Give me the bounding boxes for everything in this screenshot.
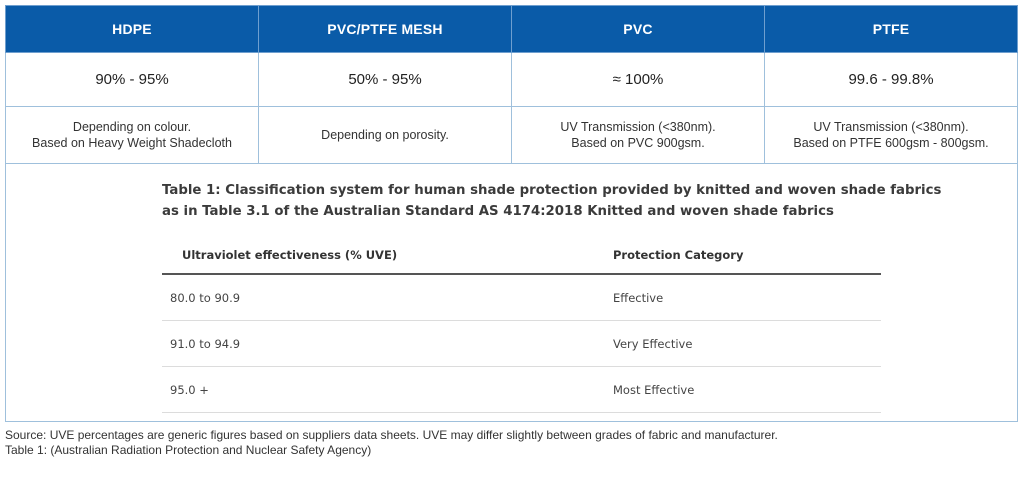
- percentage-hdpe: 90% - 95%: [5, 52, 259, 107]
- classification-header-row: Ultraviolet effectiveness (% UVE) Protec…: [162, 236, 881, 275]
- note-line: Depending on colour.: [72, 120, 192, 134]
- note-line: Depending on porosity.: [321, 128, 449, 142]
- protection-category: Very Effective: [613, 320, 881, 367]
- protection-category: Effective: [613, 274, 881, 321]
- footer-notes: Source: UVE percentages are generic figu…: [5, 428, 778, 458]
- note-pvc: UV Transmission (<380nm). Based on PVC 9…: [511, 106, 765, 164]
- percentage-ptfe: 99.6 - 99.8%: [764, 52, 1018, 107]
- header-row: HDPE PVC/PTFE MESH PVC PTFE: [5, 5, 1018, 53]
- uve-range: 80.0 to 90.9: [162, 274, 613, 321]
- percentage-pvc-ptfe-mesh: 50% - 95%: [258, 52, 512, 107]
- column-protection-category: Protection Category: [613, 236, 881, 275]
- percentage-pvc: ≈ 100%: [511, 52, 765, 107]
- percentage-row: 90% - 95% 50% - 95% ≈ 100% 99.6 - 99.8%: [5, 52, 1018, 107]
- uve-range: 91.0 to 94.9: [162, 320, 613, 367]
- fabric-uv-table: HDPE PVC/PTFE MESH PVC PTFE 90% - 95% 50…: [5, 5, 1018, 164]
- note-line: Based on PVC 900gsm.: [571, 136, 705, 150]
- note-line: Based on Heavy Weight Shadecloth: [32, 136, 232, 150]
- column-uve: Ultraviolet effectiveness (% UVE): [162, 236, 613, 275]
- table-credit: Table 1: (Australian Radiation Protectio…: [5, 443, 372, 457]
- header-hdpe: HDPE: [5, 5, 259, 53]
- uve-range: 95.0 +: [162, 366, 613, 413]
- source-note: Source: UVE percentages are generic figu…: [5, 428, 778, 442]
- header-ptfe: PTFE: [764, 5, 1018, 53]
- note-line: UV Transmission (<380nm).: [560, 120, 716, 134]
- classification-title-line2: as in Table 3.1 of the Australian Standa…: [162, 204, 834, 219]
- protection-category: Most Effective: [613, 366, 881, 413]
- classification-title-line1: Table 1: Classification system for human…: [162, 183, 942, 198]
- note-line: Based on PTFE 600gsm - 800gsm.: [793, 136, 989, 150]
- note-line: UV Transmission (<380nm).: [813, 120, 969, 134]
- note-hdpe: Depending on colour. Based on Heavy Weig…: [5, 106, 259, 164]
- note-pvc-ptfe-mesh: Depending on porosity.: [258, 106, 512, 164]
- notes-row: Depending on colour. Based on Heavy Weig…: [5, 106, 1018, 164]
- header-pvc-ptfe-mesh: PVC/PTFE MESH: [258, 5, 512, 53]
- classification-section: Table 1: Classification system for human…: [162, 180, 942, 413]
- header-pvc: PVC: [511, 5, 765, 53]
- classification-table: Ultraviolet effectiveness (% UVE) Protec…: [162, 236, 881, 413]
- table-row: 95.0 + Most Effective: [162, 366, 881, 413]
- table-row: 80.0 to 90.9 Effective: [162, 274, 881, 321]
- note-ptfe: UV Transmission (<380nm). Based on PTFE …: [764, 106, 1018, 164]
- table-row: 91.0 to 94.9 Very Effective: [162, 320, 881, 367]
